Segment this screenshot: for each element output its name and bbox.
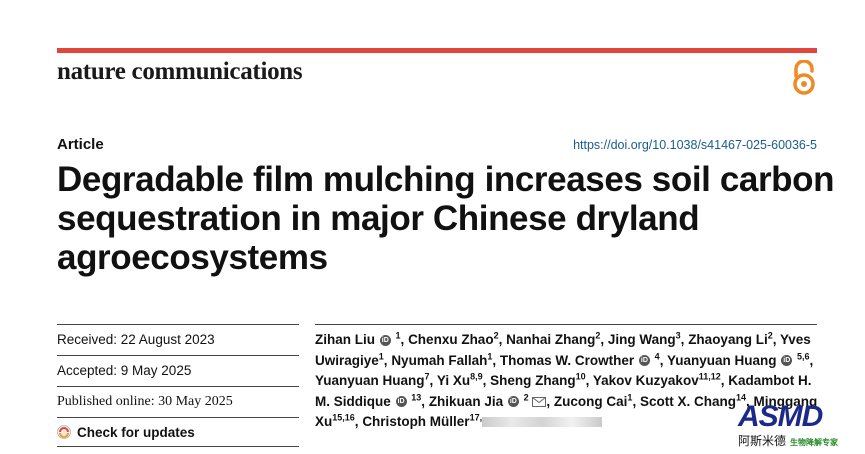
orcid-icon[interactable]: iD — [379, 334, 391, 346]
author-name[interactable]: Chenxu Zhao — [408, 332, 494, 347]
publication-dates-panel: Received: 22 August 2023 Accepted: 9 May… — [57, 324, 299, 447]
article-title: Degradable film mulching increases soil … — [57, 160, 835, 277]
article-type-label: Article — [57, 136, 104, 153]
author-affiliation: 11,12 — [698, 371, 721, 382]
author-affiliation: 17, — [469, 412, 483, 423]
watermark-chinese-name: 阿斯米德 — [738, 434, 787, 448]
author-affiliation: 1 — [487, 351, 493, 361]
asmd-watermark: ASMD 阿斯米德 生物降解专家 — [738, 402, 860, 450]
author-affiliation: 13 — [411, 392, 422, 402]
author-affiliation: 1 — [395, 330, 401, 341]
check-updates-label: Check for updates — [77, 424, 195, 440]
email-icon[interactable] — [532, 396, 547, 407]
obscured-text — [482, 417, 603, 428]
divider — [57, 446, 299, 447]
published-date: Published online: 30 May 2025 — [57, 394, 233, 409]
author-name[interactable]: Yves Uwiragiye — [315, 332, 811, 368]
author-name[interactable]: Minggang Xu — [315, 393, 818, 430]
author-name[interactable]: Thomas W. Crowther — [499, 352, 635, 368]
divider — [57, 386, 299, 387]
check-for-updates-button[interactable]: Check for updates — [57, 418, 299, 446]
author-name[interactable]: Kadambot H. M. Siddique — [315, 373, 812, 409]
journal-accent-bar — [57, 48, 817, 53]
divider — [57, 355, 299, 356]
author-affiliation: 4 — [654, 351, 660, 361]
asmd-logo: ASMD — [738, 400, 823, 433]
author-affiliation: 3 — [675, 330, 681, 341]
author-affiliation: 8,9 — [470, 371, 483, 382]
author-affiliation: 2 — [523, 392, 529, 402]
authors-divider — [315, 324, 817, 325]
received-date: Received: 22 August 2023 — [57, 332, 215, 347]
watermark-subtitle: 生物降解专家 — [790, 438, 839, 447]
author-list: Zihan Liu iD 1, Chenxu Zhao2, Nanhai Zha… — [315, 330, 818, 430]
author-name[interactable]: Christoph Müller — [362, 414, 470, 429]
author-name[interactable]: Sheng Zhang — [490, 373, 576, 388]
author-affiliation: 5,6 — [797, 351, 810, 361]
author-affiliation: 2 — [493, 330, 499, 341]
author-name[interactable]: Yuanyuan Huang — [666, 352, 777, 368]
divider — [57, 324, 299, 325]
author-affiliation: 15,16 — [332, 412, 355, 423]
author-affiliation: 2 — [767, 330, 773, 341]
author-name[interactable]: Yakov Kuzyakov — [592, 373, 699, 388]
author-name[interactable]: Scott X. Chang — [639, 393, 736, 409]
orcid-icon[interactable]: iD — [395, 396, 407, 408]
author-name[interactable]: Jing Wang — [607, 332, 676, 347]
author-name[interactable]: Zhikuan Jia — [428, 393, 504, 409]
author-affiliation: 10 — [575, 371, 586, 382]
accepted-date: Accepted: 9 May 2025 — [57, 363, 192, 378]
author-affiliation: 7 — [424, 371, 430, 382]
orcid-icon[interactable]: iD — [507, 396, 519, 408]
author-name[interactable]: Zucong Cai — [553, 393, 628, 409]
author-name[interactable]: Nanhai Zhang — [506, 332, 596, 347]
check-updates-icon — [57, 425, 71, 439]
author-name[interactable]: Yi Xu — [436, 373, 471, 388]
author-affiliation: 14 — [735, 392, 746, 402]
author-name[interactable]: Nyumah Fallah — [391, 352, 488, 368]
author-name[interactable]: Zhaoyang Li — [688, 332, 768, 347]
author-affiliation: 1 — [627, 392, 633, 402]
divider — [57, 417, 299, 418]
journal-name: nature communications — [57, 58, 303, 85]
author-affiliation: 1 — [378, 351, 384, 361]
open-access-lock-icon — [793, 60, 815, 95]
author-name[interactable]: Zihan Liu — [315, 332, 375, 347]
orcid-icon[interactable]: iD — [781, 355, 793, 367]
author-affiliation: 2 — [595, 330, 601, 341]
orcid-icon[interactable]: iD — [638, 355, 650, 367]
doi-link[interactable]: https://doi.org/10.1038/s41467-025-60036… — [573, 138, 817, 152]
author-name[interactable]: Yuanyuan Huang — [315, 373, 425, 388]
